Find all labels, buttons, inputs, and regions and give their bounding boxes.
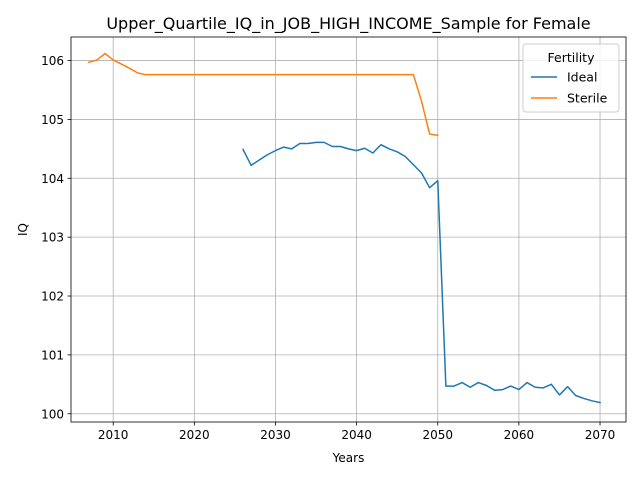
plot-frame (70, 36, 627, 423)
x-tick-label: 2010 (98, 428, 129, 442)
y-tick-label: 100 (41, 407, 64, 421)
x-tick-label: 2040 (341, 428, 372, 442)
legend-box (522, 43, 620, 113)
y-tick-label: 106 (41, 54, 64, 68)
series-line-ideal (242, 141, 601, 404)
legend-label-ideal: Ideal (567, 70, 597, 85)
y-tick-label: 105 (41, 113, 64, 127)
grid (71, 37, 626, 422)
series-line-sterile (87, 52, 439, 137)
y-tick-label: 104 (41, 172, 64, 186)
x-tick-label: 2060 (504, 428, 535, 442)
x-tick-label: 2050 (422, 428, 453, 442)
y-tick-label: 103 (41, 231, 64, 245)
x-tick-label: 2030 (260, 428, 291, 442)
y-tick-label: 101 (41, 348, 64, 362)
y-axis-label: IQ (16, 223, 30, 236)
x-tick-label: 2070 (585, 428, 616, 442)
legend-label-sterile: Sterile (567, 91, 608, 106)
axis-ticks: 2010 2020 2030 2040 2050 2060 2070 100 101 102 103… (41, 54, 615, 442)
series-lines (87, 52, 601, 404)
legend-title: Fertility (548, 50, 596, 65)
x-tick-label: 2020 (179, 428, 210, 442)
x-axis-label: Years (332, 451, 365, 465)
y-tick-label: 102 (41, 290, 64, 304)
legend: Fertility Ideal Sterile (522, 43, 620, 113)
chart-title: Upper_Quartile_IQ_in_JOB_HIGH_INCOME_Sam… (106, 14, 590, 34)
